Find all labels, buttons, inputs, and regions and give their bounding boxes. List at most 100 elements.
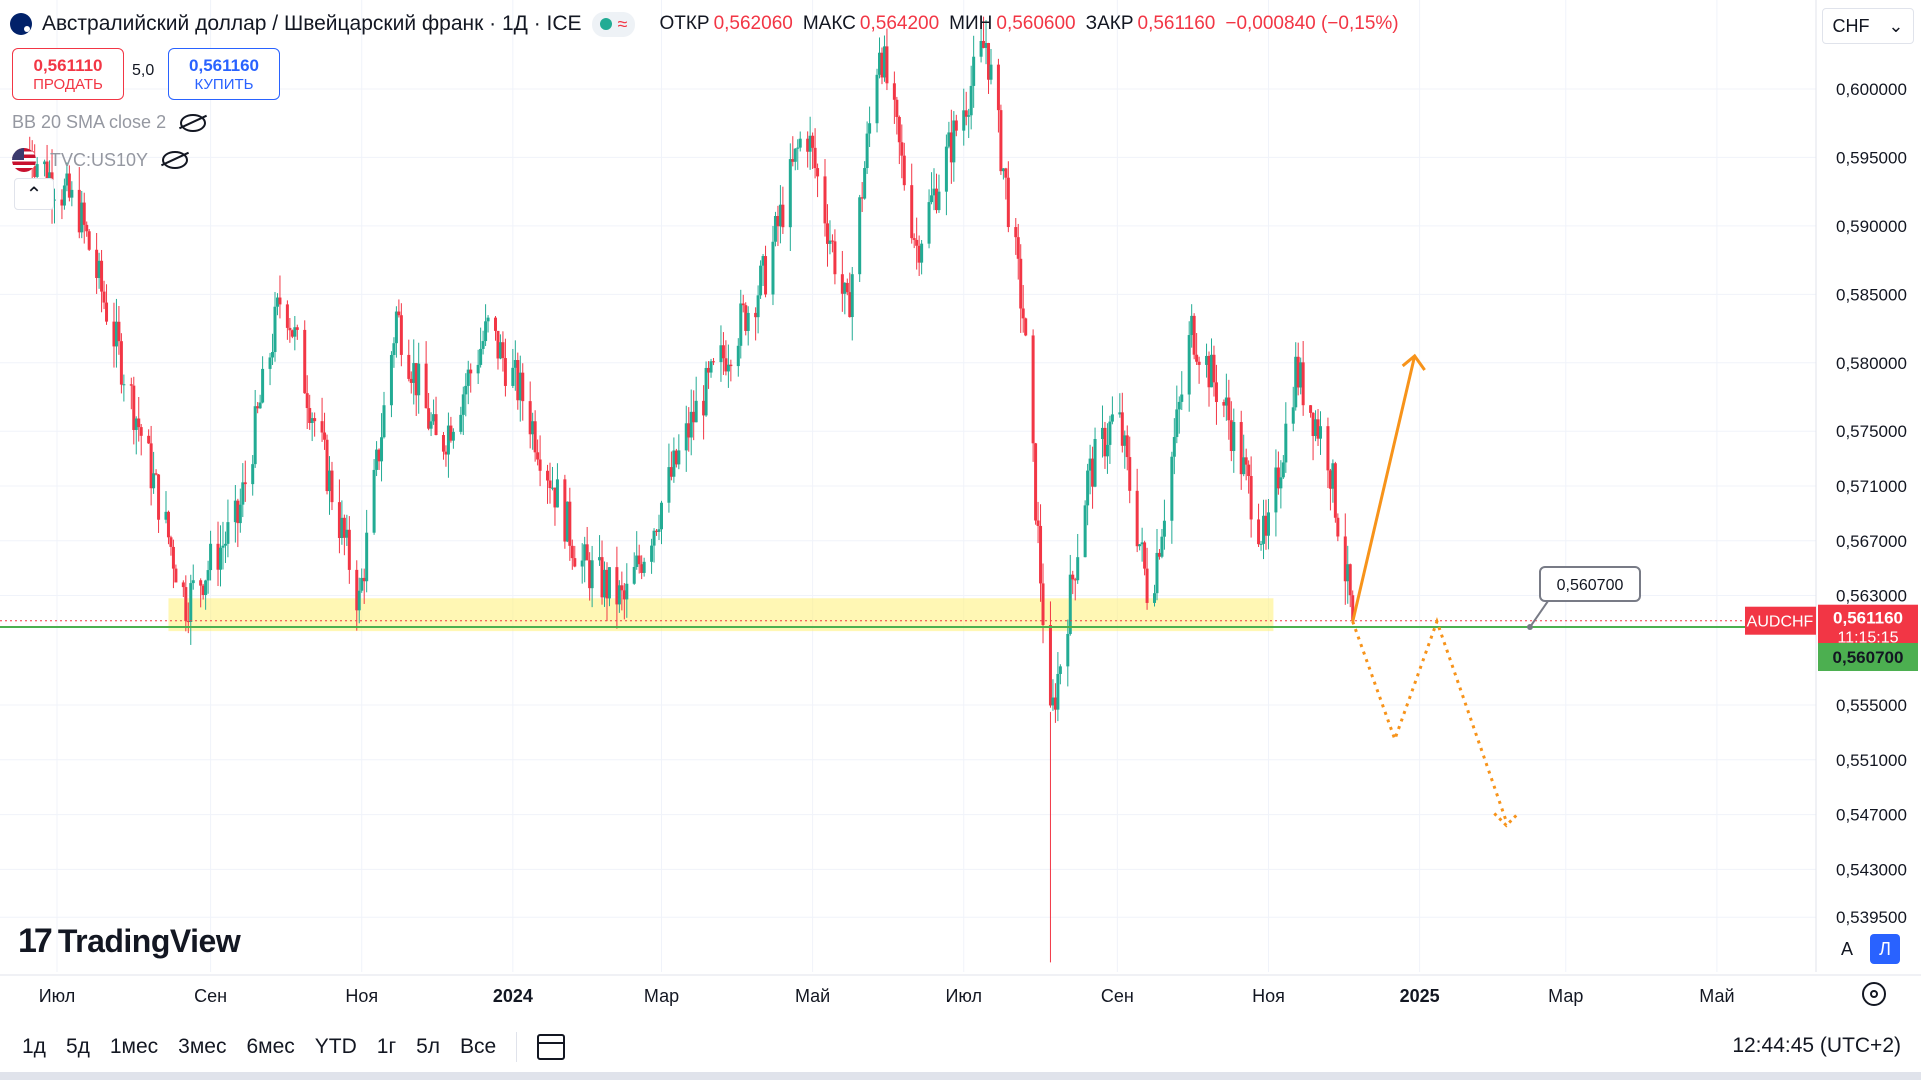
bearish-projection-path[interactable] [1351, 617, 1508, 822]
candle-body [241, 482, 245, 505]
log-scale-button[interactable]: Л [1870, 934, 1900, 964]
timeframe-3m[interactable]: 3мес [178, 1035, 227, 1058]
indicator-bb[interactable]: BB 20 SMA close 2 [12, 112, 207, 133]
candle-body [674, 450, 678, 465]
candle-body [840, 274, 844, 294]
timeframe-5y[interactable]: 5л [416, 1035, 441, 1058]
legend-row: Австралийский доллар / Швейцарский франк… [10, 8, 1405, 40]
candle-body [223, 543, 227, 546]
candle-body [105, 302, 109, 322]
candle-body [778, 204, 782, 227]
candle-body [1143, 542, 1147, 569]
candle-body [362, 577, 366, 582]
candle-body [204, 580, 208, 595]
candle-body [677, 450, 681, 465]
candle-body [476, 364, 480, 374]
support-zone[interactable] [168, 598, 1274, 632]
symbol-title[interactable]: Австралийский доллар / Швейцарский франк… [42, 12, 582, 35]
candle-body [1242, 457, 1246, 475]
eye-crossed-icon[interactable] [162, 151, 189, 169]
candle-body [184, 587, 188, 622]
candle-body [218, 547, 222, 570]
candle-body [637, 555, 641, 565]
time-axis-tick-label: Июл [945, 986, 982, 1006]
tradingview-logo[interactable]: 17 TradingView [18, 922, 241, 961]
candle-body [273, 306, 277, 353]
time-axis-tick-label: Мар [644, 986, 679, 1006]
candle-body [1195, 354, 1199, 362]
timeframe-5d[interactable]: 5д [65, 1035, 90, 1058]
candle-body [704, 367, 708, 416]
time-axis-tick-label: Май [795, 986, 830, 1006]
collapse-legend-button[interactable]: ⌃ [14, 178, 54, 210]
eye-crossed-icon[interactable] [180, 113, 207, 132]
candle-body [1071, 574, 1075, 580]
tradingview-logo-text: TradingView [57, 923, 241, 959]
callout-box[interactable] [1539, 566, 1641, 603]
candle-body [833, 241, 837, 275]
timeframe-all[interactable]: Все [460, 1035, 497, 1058]
candle-body [776, 215, 780, 227]
clock[interactable]: 12:44:45 (UTC+2) [1732, 1034, 1901, 1057]
price-axis-tick-label: 0,600000 [1836, 80, 1907, 99]
price-axis-tick-label: 0,563000 [1836, 587, 1907, 606]
currency-selector[interactable]: CHF ⌄ [1822, 8, 1914, 44]
candle-body [409, 378, 413, 383]
candle-body [1014, 227, 1018, 238]
candle-body [310, 418, 314, 424]
candle-body [1105, 444, 1109, 457]
candle-body [1088, 458, 1092, 471]
candle-body [1343, 536, 1347, 582]
candle-body [1034, 443, 1038, 521]
candle-body [1224, 397, 1228, 406]
candle-body [516, 360, 520, 401]
candle-body [1301, 362, 1305, 406]
candle-body [598, 557, 602, 561]
countdown-tag: 11:15:15 [1837, 630, 1898, 647]
candle-body [555, 479, 559, 508]
candle-body [498, 342, 502, 359]
time-axis-tick-label: Май [1699, 986, 1734, 1006]
candle-body [860, 197, 864, 199]
candle-body [432, 414, 436, 422]
timeframe-6m[interactable]: 6мес [246, 1035, 295, 1058]
candle-body [1209, 354, 1213, 388]
candle-body [1279, 477, 1283, 489]
candle-body [1274, 467, 1278, 513]
buy-button[interactable]: 0,561160 КУПИТЬ [168, 48, 280, 100]
bullish-projection-arrow[interactable] [1351, 355, 1417, 622]
candle-body [62, 185, 66, 206]
timeframe-ytd[interactable]: YTD [314, 1035, 357, 1058]
candle-body [288, 327, 292, 331]
candle-body [226, 522, 230, 544]
candle-body [1120, 412, 1124, 446]
auto-scale-button[interactable]: A [1832, 934, 1862, 964]
candle-body [565, 501, 569, 542]
candle-body [305, 393, 309, 409]
market-status-pill[interactable]: ≈ [591, 11, 636, 37]
candle-body [759, 265, 763, 296]
gear-icon[interactable] [1862, 982, 1886, 1006]
indicator-us10y[interactable]: TVC:US10Y [12, 148, 189, 172]
sell-button[interactable]: 0,561110 ПРОДАТЬ [12, 48, 124, 100]
candle-body [692, 411, 696, 423]
candle-body [1086, 470, 1090, 506]
candle-body [902, 155, 906, 186]
candle-body [915, 239, 919, 246]
candle-body [771, 241, 775, 295]
timeframe-1y[interactable]: 1г [376, 1035, 397, 1058]
candle-body [80, 202, 84, 233]
timeframe-1m[interactable]: 1мес [109, 1035, 159, 1058]
candle-body [424, 363, 428, 409]
candle-body [1336, 517, 1340, 537]
candle-body [1177, 401, 1181, 410]
callout-price: 0,560700 [1557, 577, 1624, 594]
candle-body [164, 511, 168, 520]
candle-body [843, 282, 847, 294]
time-axis-tick-label: 2025 [1400, 986, 1440, 1006]
ohlc-open-label: ОТКР [659, 13, 710, 34]
calendar-icon[interactable] [537, 1034, 566, 1060]
timeframe-1d[interactable]: 1д [22, 1035, 46, 1058]
